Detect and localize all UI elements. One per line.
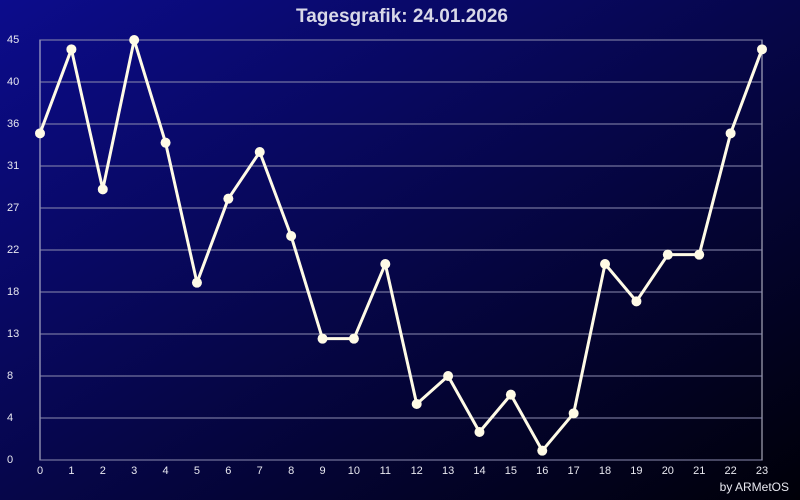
x-tick-label: 13: [442, 465, 454, 477]
data-point: [662, 249, 673, 260]
chart-title: Tagesgrafik: 24.01.2026: [296, 6, 508, 27]
data-point: [694, 249, 705, 260]
x-tick-label: 9: [319, 465, 325, 477]
y-tick-label: 27: [7, 202, 19, 214]
data-point: [35, 128, 45, 139]
data-point: [317, 333, 328, 344]
data-point: [443, 371, 454, 381]
data-point: [725, 128, 736, 139]
data-point: [254, 147, 265, 157]
y-tick-label: 18: [7, 286, 19, 298]
y-tick-label: 31: [7, 160, 19, 172]
x-tick-label: 22: [724, 465, 736, 477]
x-tick-label: 14: [473, 465, 485, 477]
y-tick-label: 0: [7, 454, 13, 466]
data-point: [411, 399, 422, 409]
data-point: [757, 44, 767, 55]
x-tick-label: 8: [288, 465, 294, 477]
data-point: [474, 427, 485, 437]
y-tick-label: 45: [7, 34, 19, 46]
x-tick-label: 1: [68, 465, 74, 477]
credit: by ARMetOS: [720, 480, 789, 494]
data-point: [286, 231, 297, 241]
data-point: [537, 445, 548, 456]
y-tick-label: 36: [7, 118, 19, 130]
x-tick-label: 6: [225, 465, 231, 477]
x-tick-label: 4: [163, 465, 169, 477]
x-tick-label: 5: [194, 465, 200, 477]
y-tick-label: 4: [7, 412, 13, 424]
data-point: [129, 35, 140, 45]
data-point: [380, 259, 391, 269]
x-tick-label: 3: [131, 465, 137, 477]
data-point: [600, 259, 611, 269]
x-tick-label: 16: [536, 465, 548, 477]
x-tick-label: 10: [348, 465, 360, 477]
series-line: [38, 38, 764, 453]
data-point: [223, 193, 234, 204]
y-tick-label: 8: [7, 370, 13, 382]
x-tick-label: 11: [380, 465, 391, 477]
x-tick-label: 12: [411, 465, 423, 477]
data-point: [631, 296, 642, 307]
data-point: [191, 277, 202, 288]
x-tick-label: 17: [568, 465, 580, 477]
x-tick-label: 20: [662, 465, 674, 477]
y-tick-label: 22: [7, 244, 19, 256]
x-tick-label: 15: [505, 465, 517, 477]
x-tick-label: 2: [100, 465, 106, 477]
data-point: [568, 408, 579, 419]
x-tick-label: 21: [693, 465, 705, 477]
x-tick-label: 23: [756, 465, 768, 477]
x-tick-label: 18: [599, 465, 611, 477]
data-point: [160, 137, 171, 148]
data-point: [505, 389, 516, 400]
x-tick-label: 0: [37, 465, 43, 477]
x-tick-label: 19: [630, 465, 642, 477]
data-point: [66, 44, 77, 55]
x-tick-label: 7: [257, 465, 263, 477]
data-point: [348, 333, 359, 344]
y-tick-label: 13: [7, 328, 19, 340]
data-point: [97, 184, 108, 195]
y-tick-label: 40: [7, 76, 19, 88]
